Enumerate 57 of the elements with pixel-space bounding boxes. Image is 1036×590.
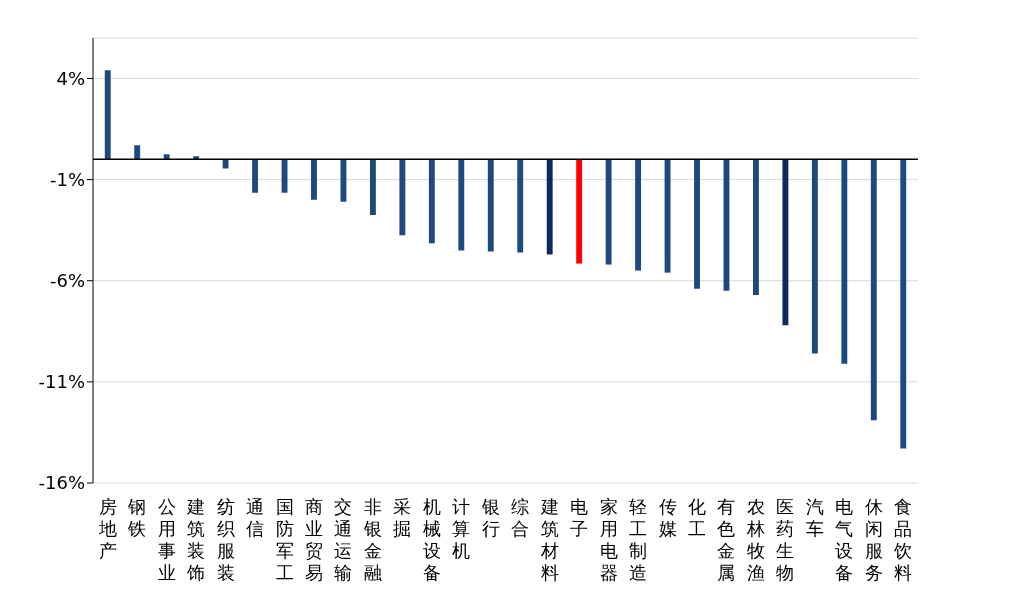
bar [369,159,376,215]
x-tick-label: 电气设备 [835,496,854,583]
x-tick-label: 传媒 [658,496,677,539]
y-tick-label: 4% [56,67,85,89]
bar [399,159,406,236]
x-tick-label: 医药生物 [776,496,795,583]
bar [193,156,200,160]
x-tick-label: 纺织服装 [216,496,235,583]
x-tick-label: 化工 [688,496,707,539]
bar [134,145,141,160]
bar [753,159,759,295]
x-tick-label: 轻工制造 [629,496,648,583]
bar [782,159,789,326]
x-tick-label: 非银金融 [362,496,382,583]
x-tick-label: 采掘 [393,496,412,539]
bar [576,159,583,264]
bar [428,159,435,244]
bar [664,159,671,273]
x-tick-label: 国防军工 [275,496,294,583]
bar [487,159,494,252]
x-tick-label: 综合 [511,496,530,539]
bar [311,159,317,200]
x-tick-label: 建筑材料 [539,496,559,583]
y-tick-label: -1% [49,168,85,190]
x-tick-label: 商业贸易 [304,496,323,583]
bar [546,159,553,255]
x-tick-label: 机械设备 [422,496,441,583]
x-tick-label: 有色金属 [717,496,736,583]
x-tick-label: 钢铁 [127,496,147,539]
x-tick-label: 电子 [570,496,589,539]
x-tick-label: 农林牧渔 [745,496,765,583]
x-tick-label: 银行 [480,496,500,539]
bar [605,159,612,265]
bar [635,159,642,271]
x-tick-label: 通信 [246,496,265,539]
bar [870,159,877,421]
x-tick-label: 房地产 [97,496,117,561]
bar [517,159,524,253]
bar [163,154,170,160]
bar [458,159,465,251]
bar [694,159,700,289]
bar [900,159,907,449]
x-tick-label: 休闲服务 [864,496,883,583]
y-tick-label: -6% [49,270,85,292]
x-tick-label: 计算机 [452,496,471,561]
x-tick-label: 公用事业 [157,496,176,583]
bar [104,70,111,160]
x-tick-label: 建筑装饰 [186,496,206,583]
y-tick-label: -16% [38,472,85,494]
x-tick-label: 交通运输 [334,496,353,583]
y-tick-label: -11% [38,371,85,393]
x-tick-label: 家用电器 [599,496,618,583]
bar [841,159,848,364]
x-tick-label: 汽车 [805,496,824,539]
bar [252,159,258,193]
x-tick-label: 食品饮料 [893,496,913,583]
bar [811,159,818,354]
